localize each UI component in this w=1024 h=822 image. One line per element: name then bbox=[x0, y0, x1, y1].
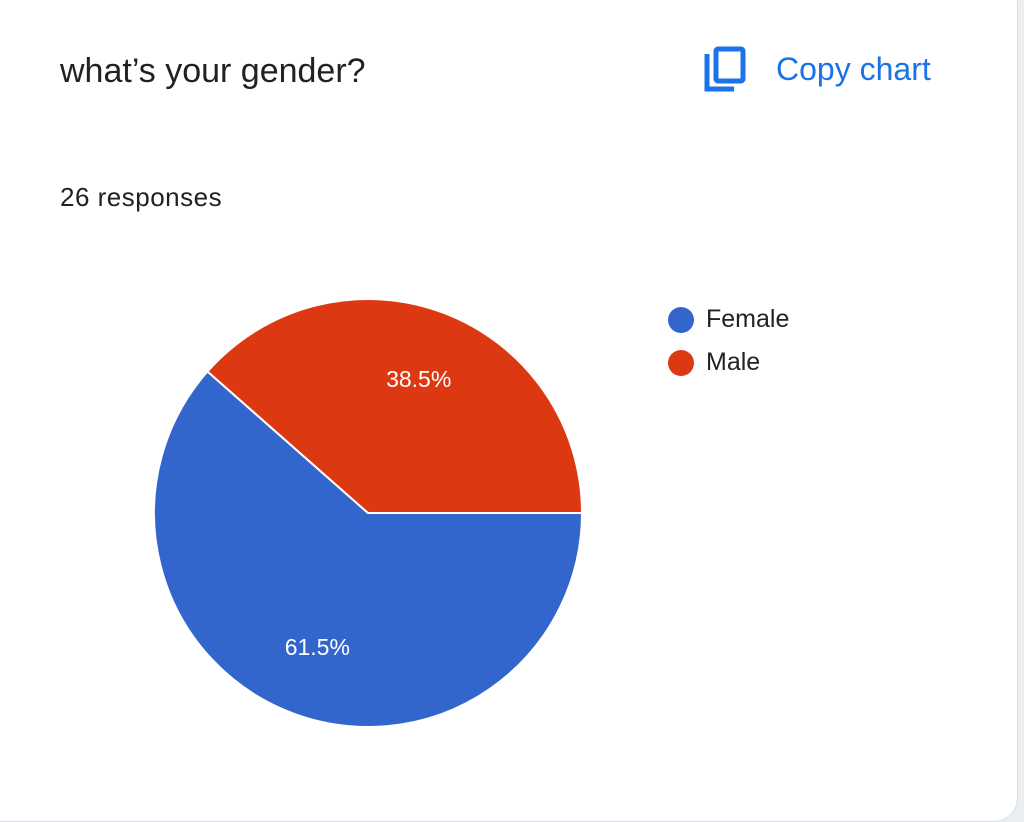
pie-slice-male[interactable] bbox=[206, 298, 584, 514]
copy-chart-button[interactable]: Copy chart bbox=[704, 46, 931, 92]
pie-label-female: 61.5% bbox=[285, 634, 350, 660]
pie-slice-female[interactable] bbox=[153, 370, 584, 728]
copy-chart-label: Copy chart bbox=[776, 50, 931, 87]
question-title: what’s your gender? bbox=[60, 52, 366, 90]
legend-swatch-female bbox=[668, 306, 694, 333]
copy-icon bbox=[704, 46, 746, 92]
legend: Female Male bbox=[668, 298, 789, 384]
pie-label-male: 38.5% bbox=[386, 366, 451, 392]
response-count: 26 responses bbox=[60, 182, 223, 212]
pie-chart: 61.5% 38.5% bbox=[153, 298, 584, 728]
legend-label-male: Male bbox=[706, 348, 761, 376]
legend-swatch-male bbox=[668, 349, 694, 376]
legend-item-male[interactable]: Male bbox=[668, 341, 789, 384]
legend-item-female[interactable]: Female bbox=[668, 298, 789, 341]
legend-label-female: Female bbox=[706, 305, 790, 333]
